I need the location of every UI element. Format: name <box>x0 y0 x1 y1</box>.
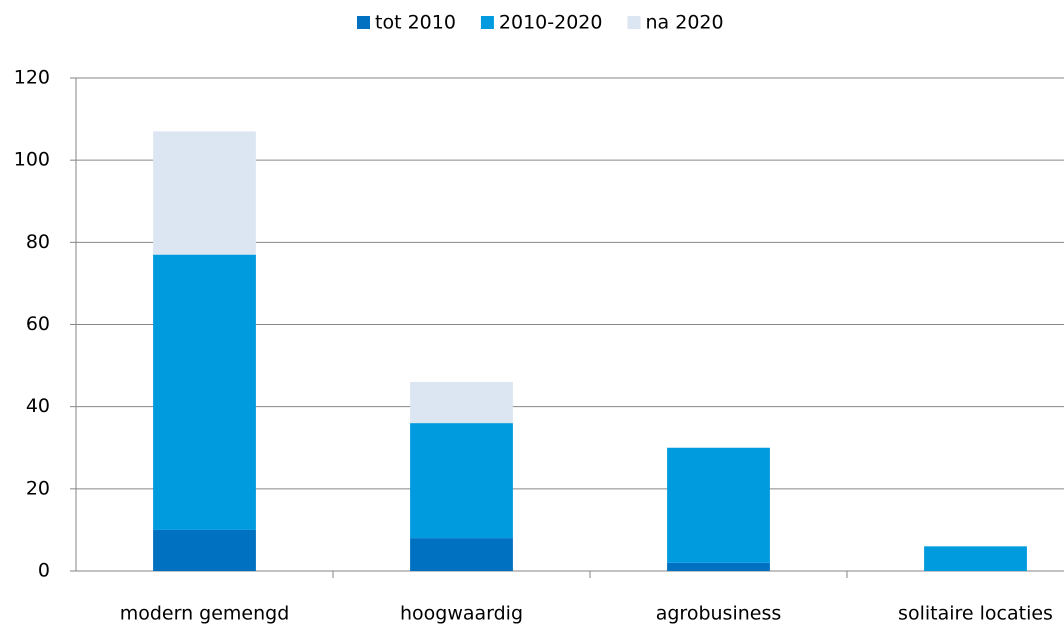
legend-swatch <box>480 16 494 29</box>
y-tick-label: 100 <box>14 149 50 171</box>
y-tick-label: 0 <box>38 560 50 582</box>
y-tick-label: 80 <box>26 231 50 253</box>
bar-segment <box>410 423 513 539</box>
legend-swatch <box>357 16 370 29</box>
legend-swatch <box>627 16 641 29</box>
bar-segment <box>153 131 256 255</box>
y-tick-label: 120 <box>14 67 50 89</box>
bar-segment <box>153 529 256 571</box>
y-tick-label: 60 <box>26 313 50 335</box>
y-tick-label: 40 <box>26 395 50 417</box>
x-tick-label: solitaire locaties <box>898 603 1053 625</box>
bar-segment <box>667 562 770 571</box>
legend-label: tot 2010 <box>375 12 456 34</box>
x-tick-label: modern gemengd <box>120 603 290 625</box>
bar-segment <box>924 546 1027 571</box>
x-tick-label: agrobusiness <box>656 603 782 625</box>
bar-segment <box>153 254 256 530</box>
x-tick-label: hoogwaardig <box>400 603 523 625</box>
legend-label: 2010-2020 <box>499 12 603 34</box>
bar-segment <box>667 447 770 563</box>
y-tick-label: 20 <box>26 477 50 499</box>
bar-segment <box>410 538 513 571</box>
bar-segment <box>410 382 513 424</box>
legend-label: na 2020 <box>646 12 724 34</box>
